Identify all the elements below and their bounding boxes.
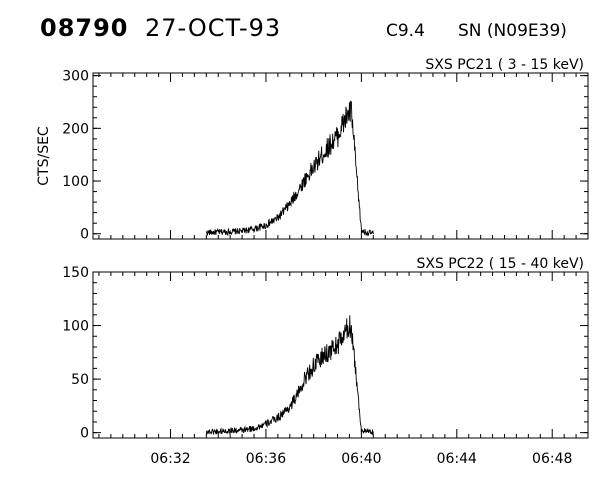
y-axis-label: CTS/SEC — [36, 126, 52, 186]
flare-class: C9.4 — [386, 21, 425, 41]
panel-2: 0 50 100 150 06:32 06:36 06:40 06:44 06:48 SXS PC… — [62, 256, 589, 467]
x-tick-label: 06:48 — [532, 451, 572, 467]
y-tick-label: 300 — [62, 69, 89, 85]
x-tick-label: 06:40 — [341, 451, 381, 467]
plot-frame — [92, 72, 589, 240]
x-tick-label: 06:44 — [437, 451, 477, 467]
panel-1: 0 100 200 300 SXS PC21 ( 3 - 15 keV) CTS/SEC — [36, 57, 589, 243]
plot-frame — [92, 271, 589, 439]
y-tick-label: 200 — [62, 121, 89, 137]
y-tick-label: 150 — [62, 265, 89, 281]
y-tick-label: 0 — [80, 227, 89, 243]
series-line — [205, 100, 374, 237]
series-line — [205, 315, 374, 436]
y-tick-label: 0 — [80, 426, 89, 442]
panel-title: SXS PC22 ( 15 - 40 keV) — [416, 256, 584, 272]
x-tick-label: 06:36 — [246, 451, 286, 467]
panel-title: SXS PC21 ( 3 - 15 keV) — [425, 57, 584, 73]
event-id: 08790 — [40, 14, 129, 42]
y-tick-label: 100 — [62, 174, 89, 190]
flare-location: SN (N09E39) — [458, 21, 567, 41]
event-date: 27-OCT-93 — [145, 14, 282, 42]
x-tick-label: 06:32 — [150, 451, 190, 467]
y-tick-label: 50 — [71, 372, 89, 388]
y-tick-label: 100 — [62, 319, 89, 335]
